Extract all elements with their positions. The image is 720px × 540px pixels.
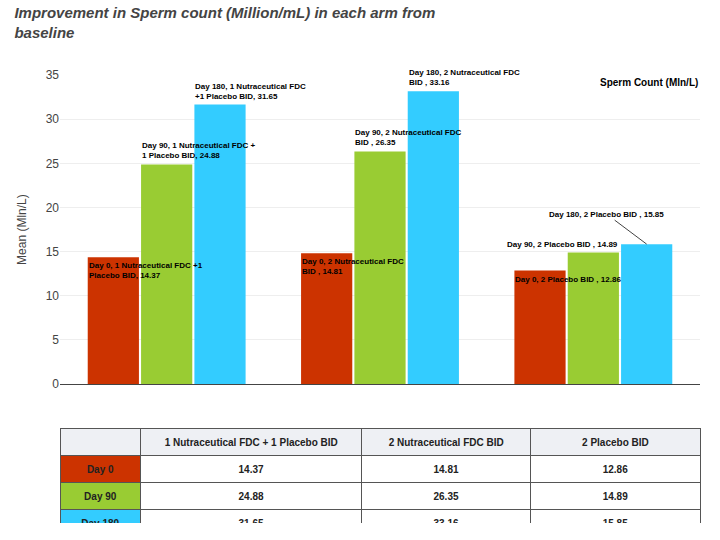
svg-text:25: 25	[46, 157, 60, 171]
svg-text:1 Nutraceutical FDC + 1 Placeb: 1 Nutraceutical FDC + 1 Placebo BID	[165, 437, 338, 448]
svg-text:Day 0, 2 Nutraceutical FDCBID: Day 0, 2 Nutraceutical FDCBID , 14.81	[302, 257, 404, 276]
svg-text:Day 180: Day 180	[81, 518, 119, 523]
svg-text:Day 90, 2 Nutraceutical FDCBID: Day 90, 2 Nutraceutical FDCBID , 26.35	[355, 128, 461, 147]
svg-text:Improvement in Sperm count (Mi: Improvement in Sperm count (Million/mL) …	[14, 4, 435, 41]
svg-text:33.16: 33.16	[433, 518, 458, 523]
svg-text:Day 90, 2 Placebo BID , 14.89: Day 90, 2 Placebo BID , 14.89	[507, 240, 618, 249]
svg-text:Day 0, 2 Placebo BID , 12.86: Day 0, 2 Placebo BID , 12.86	[515, 275, 621, 284]
svg-text:24.88: 24.88	[239, 491, 264, 502]
svg-text:26.35: 26.35	[433, 491, 458, 502]
svg-text:12.86: 12.86	[603, 464, 628, 475]
svg-text:Day 0: Day 0	[87, 464, 114, 475]
svg-text:30: 30	[46, 112, 60, 126]
svg-text:Day 90, 1 Nutraceutical FDC +1: Day 90, 1 Nutraceutical FDC +1 Placebo B…	[142, 141, 255, 160]
svg-text:14.81: 14.81	[433, 464, 458, 475]
svg-text:Day 90: Day 90	[84, 491, 117, 502]
svg-text:10: 10	[46, 289, 60, 303]
svg-text:Day 180, 1 Nutraceutical FDC+1: Day 180, 1 Nutraceutical FDC+1 Placebo B…	[195, 82, 306, 101]
svg-text:20: 20	[46, 201, 60, 215]
svg-text:Day 180, 2 Nutraceutical FDCBI: Day 180, 2 Nutraceutical FDCBID , 33.16	[409, 68, 520, 87]
svg-text:2 Nutraceutical FDC BID: 2 Nutraceutical FDC BID	[389, 437, 504, 448]
svg-text:5: 5	[52, 333, 59, 347]
svg-text:14.37: 14.37	[239, 464, 264, 475]
svg-text:14.89: 14.89	[603, 491, 628, 502]
svg-text:2 Placebo BID: 2 Placebo BID	[582, 437, 649, 448]
svg-text:Mean (Mln/L): Mean (Mln/L)	[15, 194, 29, 265]
svg-text:31.65: 31.65	[239, 518, 264, 523]
svg-text:35: 35	[46, 68, 60, 82]
svg-text:Day 180, 2 Placebo BID , 15.85: Day 180, 2 Placebo BID , 15.85	[549, 210, 664, 219]
svg-text:15.85: 15.85	[603, 518, 628, 523]
svg-text:15: 15	[46, 245, 60, 259]
svg-text:Day 0, 1 Nutraceutical FDC +1P: Day 0, 1 Nutraceutical FDC +1Placebo BID…	[89, 261, 203, 280]
svg-text:0: 0	[52, 377, 59, 391]
svg-text:Sperm Count (Mln/L): Sperm Count (Mln/L)	[600, 77, 698, 88]
